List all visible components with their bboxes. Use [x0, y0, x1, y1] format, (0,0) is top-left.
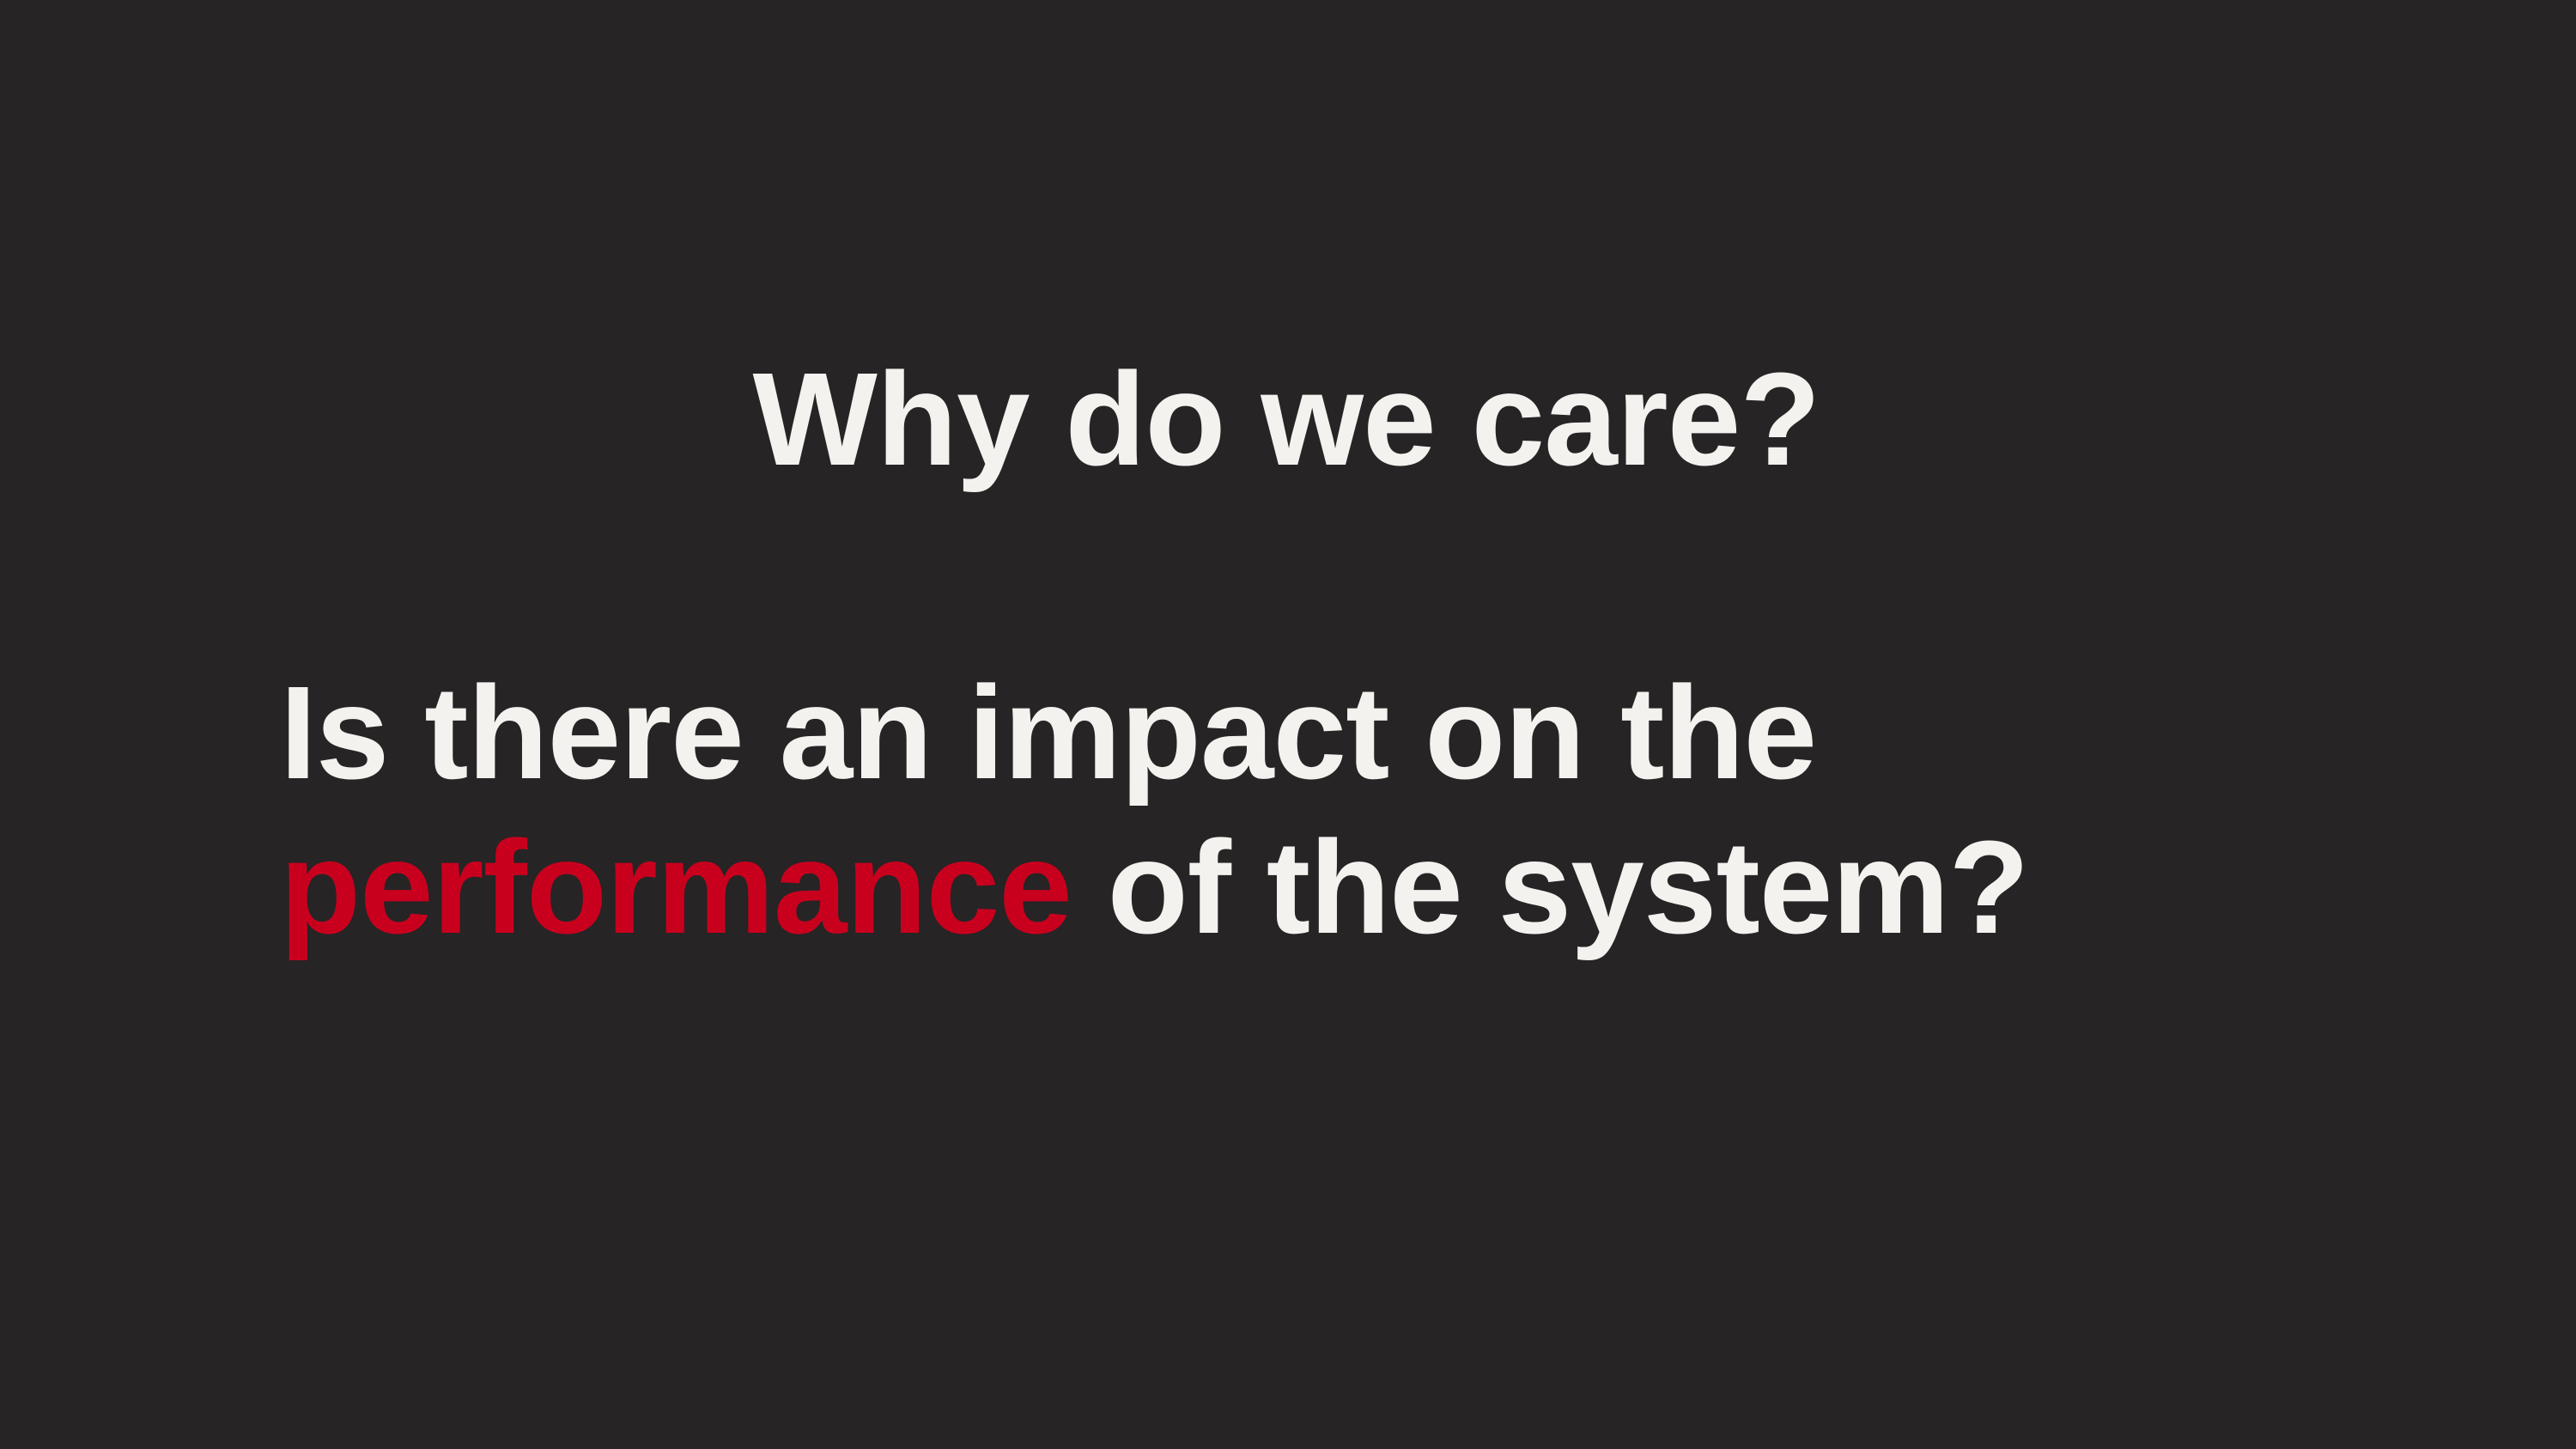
question-line-2: performance of the system?	[280, 810, 2384, 965]
question-line-1: Is there an impact on the	[280, 659, 1817, 807]
slide-question: Is there an impact on the performance of…	[280, 655, 2384, 965]
highlighted-word: performance	[280, 813, 1072, 961]
slide-title: Why do we care?	[752, 345, 1821, 493]
question-line-2-rest: of the system?	[1071, 813, 2030, 961]
